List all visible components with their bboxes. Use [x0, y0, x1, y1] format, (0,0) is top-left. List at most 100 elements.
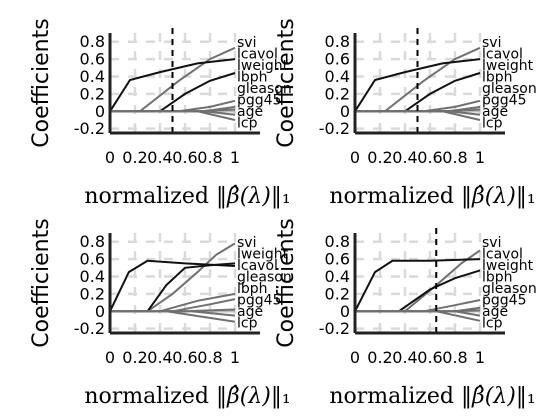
- y-axis-label: Coefficients: [29, 218, 54, 347]
- series-label-pgg45: pgg45: [237, 93, 281, 109]
- series-label-pgg45: pgg45: [237, 293, 281, 309]
- x-tick-label: 0.6: [172, 348, 197, 367]
- chart-panel-3: -0.200.20.40.60.80 0.2 0.4 0.6 0.8 1svilweigh…: [29, 218, 292, 409]
- y-tick-label: 0.2: [325, 284, 350, 303]
- x-tick-label: 0.4: [147, 348, 172, 367]
- series-label-age: age: [482, 304, 508, 320]
- y-tick-label: 0: [340, 102, 350, 121]
- series-label-age: age: [237, 104, 263, 120]
- x-axis-label: normalized ‖β̂(λ)‖₁: [84, 384, 290, 409]
- x-tick-label: 0.8: [197, 148, 222, 167]
- x-tick-label: 0.4: [392, 348, 417, 367]
- series-label-lweight: lweight: [237, 58, 289, 74]
- x-tick-label: 1: [475, 348, 485, 367]
- series-label-svi: svi: [482, 35, 501, 51]
- series-label-age: age: [482, 104, 508, 120]
- y-axis-label: Coefficients: [29, 18, 54, 147]
- chart-panel-2: -0.200.20.40.60.80 0.2 0.4 0.6 0.8 1svilcavol…: [274, 18, 537, 209]
- x-tick-label: 0.8: [197, 348, 222, 367]
- y-axis-label: Coefficients: [274, 18, 299, 147]
- series-label-lcavol: lcavol: [237, 258, 278, 274]
- series-label-lbph: lbph: [482, 70, 513, 86]
- y-tick-label: 0.6: [80, 250, 105, 269]
- series-label-lcp: lcp: [237, 316, 258, 332]
- x-tick-label: 0.4: [147, 148, 172, 167]
- y-tick-label: 0.6: [325, 50, 350, 69]
- y-tick-label: 0.8: [80, 32, 105, 51]
- series-label-gleason: gleason: [237, 270, 292, 286]
- x-tick-label: 0: [350, 148, 360, 167]
- chart-panel-1: -0.200.20.40.60.80 0.2 0.4 0.6 0.8 1svilcavol…: [29, 18, 292, 209]
- y-tick-label: 0.2: [80, 84, 105, 103]
- series-label-svi: svi: [237, 235, 256, 251]
- x-tick-label: 0.2: [122, 148, 147, 167]
- series-label-age: age: [237, 304, 263, 320]
- series-label-pgg45: pgg45: [482, 293, 526, 309]
- series-line-lcp: [110, 110, 236, 121]
- y-tick-label: 0: [95, 302, 105, 321]
- y-tick-label: 0.4: [325, 67, 350, 86]
- y-tick-label: 0.2: [80, 284, 105, 303]
- series-line-lcavol: [354, 58, 481, 112]
- x-tick-label: 1: [230, 348, 240, 367]
- y-tick-label: -0.2: [319, 319, 350, 338]
- series-label-lcp: lcp: [482, 116, 503, 132]
- series-line-lcp: [355, 110, 481, 121]
- series-line-lcp: [110, 310, 236, 323]
- x-tick-label: 1: [230, 148, 240, 167]
- y-axis-label: Coefficients: [274, 218, 299, 347]
- x-tick-label: 0.4: [392, 148, 417, 167]
- x-tick-label: 0: [105, 348, 115, 367]
- series-line-lcp: [355, 310, 481, 322]
- x-tick-label: 0.2: [367, 148, 392, 167]
- series-label-lcp: lcp: [237, 116, 258, 132]
- series-label-lcavol: lcavol: [482, 47, 523, 63]
- series-label-lweight: lweight: [482, 58, 534, 74]
- x-tick-label: 0: [350, 348, 360, 367]
- x-tick-label: 0.2: [122, 348, 147, 367]
- series-line-lweight: [109, 259, 236, 312]
- x-tick-label: 1: [475, 148, 485, 167]
- y-tick-label: 0.4: [80, 67, 105, 86]
- series-label-lweight: lweight: [237, 247, 289, 263]
- series-line-lcavol: [354, 258, 481, 312]
- y-tick-label: 0.6: [325, 250, 350, 269]
- series-label-gleason: gleason: [482, 281, 537, 297]
- y-tick-label: 0: [340, 302, 350, 321]
- series-label-lbph: lbph: [237, 281, 268, 297]
- y-tick-label: 0.4: [80, 267, 105, 286]
- y-tick-label: 0.4: [325, 267, 350, 286]
- y-tick-label: -0.2: [74, 319, 105, 338]
- series-label-lbph: lbph: [482, 270, 513, 286]
- x-axis-label: normalized ‖β̂(λ)‖₁: [329, 384, 535, 409]
- x-tick-label: 0.8: [442, 148, 467, 167]
- x-tick-label: 0.6: [417, 348, 442, 367]
- y-tick-label: 0.8: [325, 32, 350, 51]
- series-label-gleason: gleason: [482, 81, 537, 97]
- x-tick-label: 0.8: [442, 348, 467, 367]
- series-label-svi: svi: [482, 235, 501, 251]
- x-tick-label: 0.2: [367, 348, 392, 367]
- series-label-lcavol: lcavol: [482, 247, 523, 263]
- series-label-svi: svi: [237, 35, 256, 51]
- series-label-lbph: lbph: [237, 70, 268, 86]
- series-label-pgg45: pgg45: [482, 93, 526, 109]
- series-label-lcavol: lcavol: [237, 47, 278, 63]
- x-axis-label: normalized ‖β̂(λ)‖₁: [84, 184, 290, 209]
- y-tick-label: -0.2: [74, 119, 105, 138]
- y-tick-label: 0.8: [80, 232, 105, 251]
- y-tick-label: -0.2: [319, 119, 350, 138]
- y-tick-label: 0.2: [325, 84, 350, 103]
- series-line-lcavol: [109, 58, 236, 112]
- x-axis-label: normalized ‖β̂(λ)‖₁: [329, 184, 535, 209]
- y-tick-label: 0.6: [80, 50, 105, 69]
- series-label-lcp: lcp: [482, 316, 503, 332]
- y-tick-label: 0: [95, 102, 105, 121]
- x-tick-label: 0: [105, 148, 115, 167]
- x-tick-label: 0.6: [417, 148, 442, 167]
- series-line-lcavol: [110, 262, 236, 313]
- chart-panel-4: -0.200.20.40.60.80 0.2 0.4 0.6 0.8 1svilcavol…: [274, 218, 537, 409]
- series-label-lweight: lweight: [482, 258, 534, 274]
- x-tick-label: 0.6: [172, 148, 197, 167]
